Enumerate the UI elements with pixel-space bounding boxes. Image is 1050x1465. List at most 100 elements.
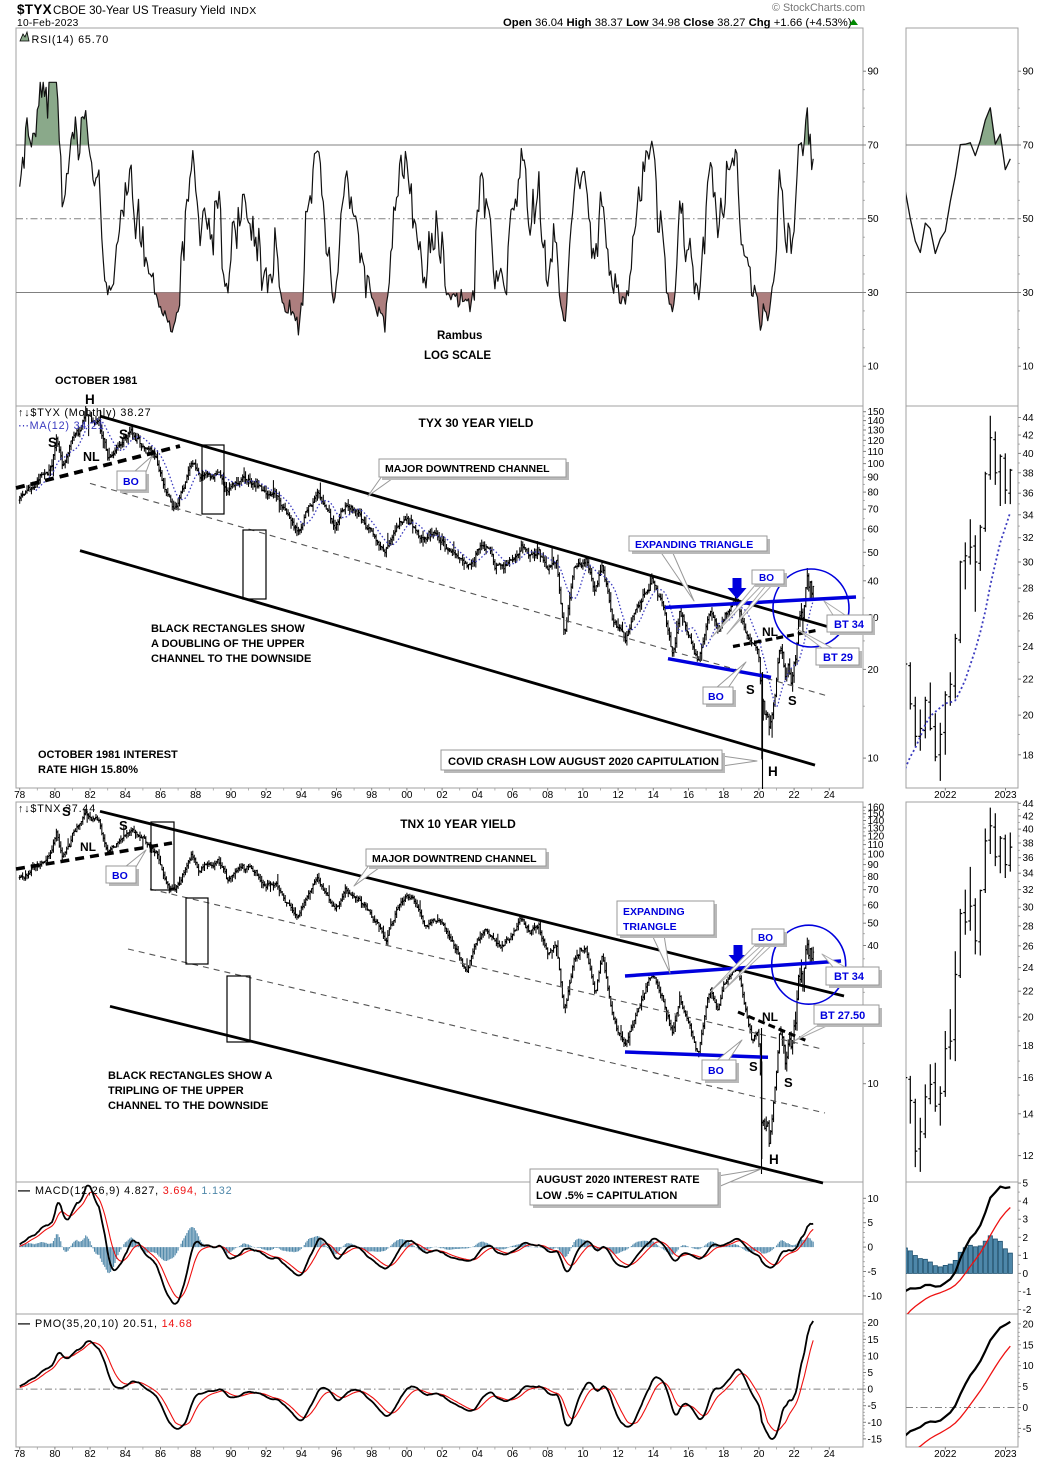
svg-text:10-Feb-2023: 10-Feb-2023 xyxy=(17,18,79,29)
svg-text:40: 40 xyxy=(1023,825,1035,836)
svg-text:06: 06 xyxy=(507,1449,519,1460)
svg-text:BO: BO xyxy=(708,691,724,703)
svg-text:10: 10 xyxy=(1023,1361,1035,1372)
svg-text:20: 20 xyxy=(753,1449,765,1460)
svg-text:80: 80 xyxy=(868,872,880,883)
svg-text:0: 0 xyxy=(868,1243,874,1254)
svg-text:0: 0 xyxy=(1023,1269,1029,1280)
svg-text:16: 16 xyxy=(683,790,695,801)
svg-text:2: 2 xyxy=(1023,1233,1029,1244)
svg-text:BT 34: BT 34 xyxy=(834,971,865,983)
svg-text:H: H xyxy=(85,392,95,407)
svg-text:10: 10 xyxy=(577,790,589,801)
svg-text:-2: -2 xyxy=(1023,1305,1032,1316)
svg-text:S: S xyxy=(746,682,755,697)
svg-text:16: 16 xyxy=(683,1449,695,1460)
svg-text:88: 88 xyxy=(190,790,202,801)
svg-text:98: 98 xyxy=(366,790,378,801)
svg-text:-10: -10 xyxy=(868,1291,883,1302)
svg-text:OCTOBER 1981: OCTOBER 1981 xyxy=(55,375,137,387)
svg-text:22: 22 xyxy=(1023,675,1035,686)
svg-text:22: 22 xyxy=(789,790,801,801)
svg-text:10: 10 xyxy=(577,1449,589,1460)
svg-text:02: 02 xyxy=(437,790,449,801)
svg-text:90: 90 xyxy=(868,67,880,78)
svg-text:5: 5 xyxy=(1023,1382,1029,1393)
svg-text:02: 02 xyxy=(437,1449,449,1460)
svg-text:100: 100 xyxy=(868,850,885,861)
svg-text:12: 12 xyxy=(613,790,625,801)
svg-text:08: 08 xyxy=(542,790,554,801)
svg-text:140: 140 xyxy=(868,416,885,427)
svg-text:90: 90 xyxy=(868,473,880,484)
svg-text:04: 04 xyxy=(472,790,484,801)
svg-text:86: 86 xyxy=(155,790,167,801)
svg-text:82: 82 xyxy=(85,790,97,801)
svg-text:42: 42 xyxy=(1023,811,1035,822)
svg-text:90: 90 xyxy=(868,860,880,871)
svg-text:24: 24 xyxy=(1023,963,1035,974)
svg-text:18: 18 xyxy=(1023,750,1035,761)
svg-text:30: 30 xyxy=(1023,558,1035,569)
svg-text:BO: BO xyxy=(758,933,773,944)
svg-text:BT 29: BT 29 xyxy=(823,652,853,664)
svg-text:82: 82 xyxy=(85,1449,97,1460)
svg-text:↑↓$TNX 37.44: ↑↓$TNX 37.44 xyxy=(18,803,96,815)
svg-text:2023: 2023 xyxy=(994,790,1017,801)
svg-text:EXPANDING TRIANGLE: EXPANDING TRIANGLE xyxy=(635,539,753,551)
svg-text:160: 160 xyxy=(868,803,885,814)
svg-text:30: 30 xyxy=(1023,903,1035,914)
svg-text:2022: 2022 xyxy=(934,1449,957,1460)
svg-text:50: 50 xyxy=(868,548,880,559)
svg-text:-5: -5 xyxy=(868,1401,877,1412)
svg-text:32: 32 xyxy=(1023,533,1035,544)
svg-text:88: 88 xyxy=(190,1449,202,1460)
svg-text:20: 20 xyxy=(753,790,765,801)
svg-text:LOG SCALE: LOG SCALE xyxy=(424,350,491,362)
svg-text:40: 40 xyxy=(868,576,880,587)
svg-text:92: 92 xyxy=(261,1449,273,1460)
svg-text:38: 38 xyxy=(1023,839,1035,850)
svg-text:100: 100 xyxy=(868,459,885,470)
svg-text:22: 22 xyxy=(789,1449,801,1460)
svg-text:90: 90 xyxy=(1023,67,1035,78)
svg-text:Open 36.04 High 38.37 Low 34.9: Open 36.04 High 38.37 Low 34.98 Close 38… xyxy=(503,17,852,29)
svg-text:BT 34: BT 34 xyxy=(834,619,865,631)
svg-text:70: 70 xyxy=(868,505,880,516)
svg-text:20: 20 xyxy=(868,1318,880,1329)
svg-text:30: 30 xyxy=(868,288,880,299)
svg-text:16: 16 xyxy=(1023,1073,1035,1084)
svg-text:— MACD(12,26,9) 4.827, 3.694,: — MACD(12,26,9) 4.827, 3.694, 1.132 xyxy=(18,1183,232,1197)
svg-text:-15: -15 xyxy=(868,1434,883,1445)
svg-text:90: 90 xyxy=(225,1449,237,1460)
svg-text:84: 84 xyxy=(120,1449,132,1460)
svg-text:S: S xyxy=(119,427,128,442)
svg-text:26: 26 xyxy=(1023,941,1035,952)
svg-text:14: 14 xyxy=(648,1449,660,1460)
svg-text:14: 14 xyxy=(1023,1109,1035,1120)
svg-text:78: 78 xyxy=(14,1449,26,1460)
svg-text:00: 00 xyxy=(401,790,413,801)
svg-text:08: 08 xyxy=(542,1449,554,1460)
svg-text:22: 22 xyxy=(1023,987,1035,998)
svg-text:98: 98 xyxy=(366,1449,378,1460)
svg-text:80: 80 xyxy=(868,488,880,499)
svg-text:110: 110 xyxy=(868,447,884,458)
svg-text:14: 14 xyxy=(648,790,660,801)
svg-text:32: 32 xyxy=(1023,885,1035,896)
svg-text:40: 40 xyxy=(1023,449,1035,460)
svg-text:© StockCharts.com: © StockCharts.com xyxy=(772,2,865,14)
svg-text:24: 24 xyxy=(824,790,836,801)
svg-text:140: 140 xyxy=(868,816,885,827)
svg-text:10: 10 xyxy=(868,754,880,765)
svg-text:06: 06 xyxy=(507,790,519,801)
svg-text:20: 20 xyxy=(868,665,880,676)
svg-text:RSI(14) 65.70: RSI(14) 65.70 xyxy=(32,34,110,46)
svg-text:BO: BO xyxy=(112,870,128,882)
svg-text:0: 0 xyxy=(1023,1403,1029,1414)
svg-text:NL: NL xyxy=(762,625,778,639)
svg-text:TYX 30 YEAR YIELD: TYX 30 YEAR YIELD xyxy=(419,416,534,430)
svg-text:26: 26 xyxy=(1023,612,1035,623)
svg-text:96: 96 xyxy=(331,1449,343,1460)
